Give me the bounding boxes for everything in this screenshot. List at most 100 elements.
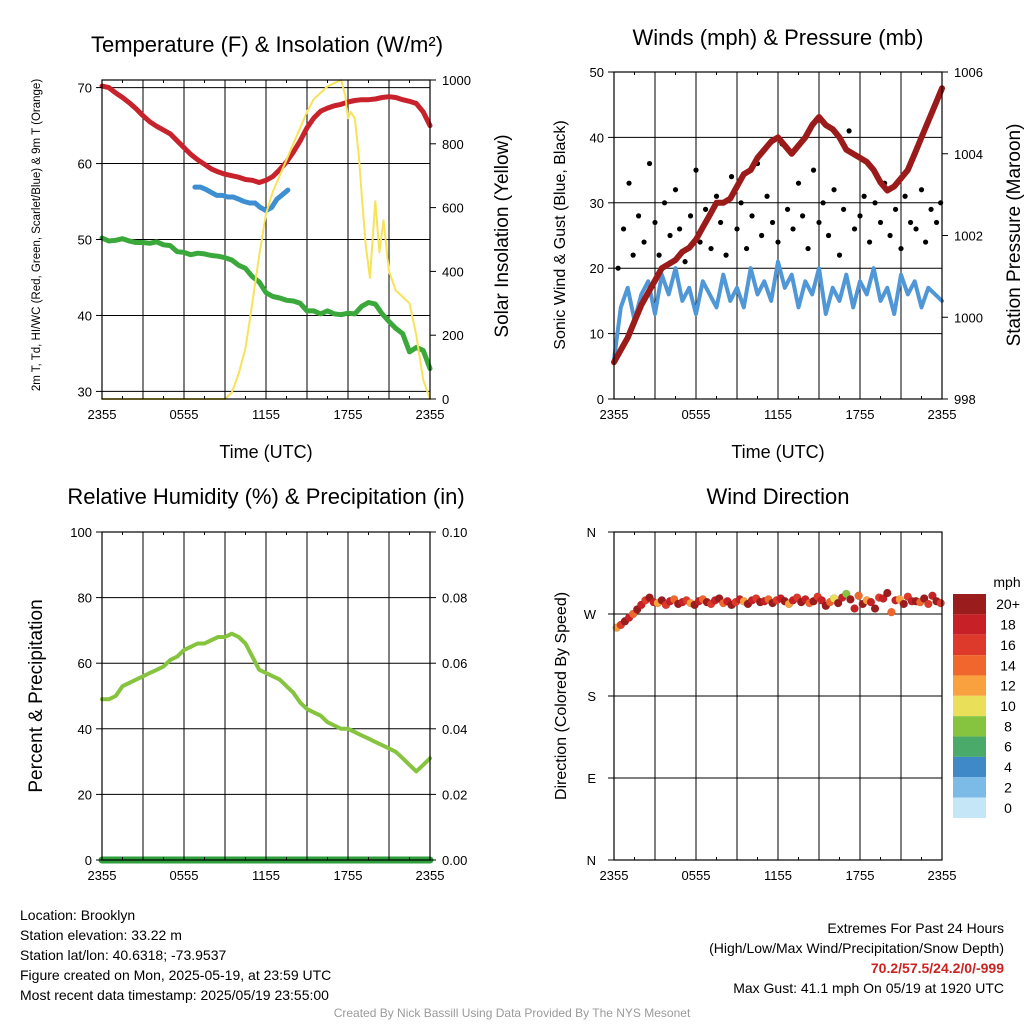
- y-tick-label: 1002: [954, 229, 983, 244]
- extremes-title: Extremes For Past 24 Hours: [827, 920, 1004, 936]
- wind-gust-point: [795, 180, 802, 186]
- x-tick-label: 2355: [600, 407, 629, 422]
- wind-gust-point: [907, 219, 914, 226]
- wind-gust-point: [693, 167, 699, 173]
- created-text: Figure created on Mon, 2025-05-19, at 23…: [20, 967, 332, 983]
- y-tick-label: 200: [442, 328, 464, 343]
- wind-gust-point: [866, 239, 873, 245]
- y-tick-label: 400: [442, 264, 464, 279]
- x-tick-label: 0555: [170, 407, 199, 422]
- wind-direction-point: [899, 599, 908, 609]
- colorbar-label: 18: [1000, 617, 1016, 633]
- colorbar-swatch: [953, 634, 986, 656]
- plot-frame: [101, 531, 431, 861]
- wind-gust-point: [656, 252, 662, 258]
- wind-gust-point: [851, 226, 858, 232]
- colorbar-label: 14: [1000, 657, 1016, 673]
- wind-direction-point: [887, 607, 896, 617]
- y-tick-label: 20: [590, 261, 604, 276]
- x-tick-label: 1755: [334, 407, 363, 422]
- wind-gust-point: [615, 265, 621, 271]
- max-gust-text: Max Gust: 41.1 mph On 05/19 at 1920 UTC: [733, 980, 1004, 996]
- temperature-x-label: Time (UTC): [219, 442, 312, 462]
- winds-pressure-panel: Winds (mph) & Pressure (mb) 2355 0555 1155…: [552, 25, 1024, 462]
- wind-gust-point: [923, 239, 929, 245]
- speed-colorbar: 20+ 18 16 14 12 10 8 6 4 2 0: [953, 594, 1020, 818]
- dewpoint-series-line: [99, 235, 433, 372]
- wind-gust-point: [672, 187, 679, 193]
- wind-gust-point: [902, 193, 908, 199]
- x-tick-label: 2355: [928, 407, 957, 422]
- wind-gust-point: [620, 226, 627, 232]
- colorbar-label: 2: [1004, 779, 1012, 795]
- x-tick-label: 1155: [764, 868, 792, 883]
- y-tick-label: 0.04: [442, 722, 467, 737]
- wind-gust-point: [687, 213, 694, 219]
- x-tick-label: 2355: [928, 868, 957, 883]
- extremes-values: 70.2/57.5/24.2/0/-999: [870, 960, 1004, 976]
- colorbar-swatch: [953, 695, 986, 717]
- pressure-series-line: [611, 85, 945, 366]
- heat_index_wind_chill-series-line: [192, 184, 291, 214]
- x-tick-label: 2355: [600, 868, 629, 883]
- wind-gust-point: [784, 206, 791, 212]
- y-tick-label: 0.00: [442, 853, 467, 868]
- wind-direction-chart-title: Wind Direction: [706, 484, 849, 509]
- y-tick-label: 0: [442, 392, 449, 407]
- wind-gust-point: [636, 213, 642, 219]
- winds-chart-title: Winds (mph) & Pressure (mb): [633, 25, 924, 50]
- y-tick-label: 40: [78, 722, 92, 737]
- wind-gust-point: [749, 213, 755, 219]
- wind-direction-panel: Wind Direction 2355 0555 1155 1755 2355 N W S E N…: [553, 484, 1021, 883]
- wind-direction-point: [846, 595, 855, 604]
- colorbar-swatch: [953, 756, 986, 778]
- temperature-insolation-panel: Temperature (F) & Insolation (W/m²) 2355…: [31, 32, 513, 462]
- wind-gust-point: [682, 259, 688, 265]
- x-tick-label: 0555: [682, 868, 711, 883]
- wind-direction-point: [936, 598, 945, 608]
- relative_humidity-series-line: [100, 631, 432, 774]
- plot-frame: [613, 531, 943, 861]
- y-tick-label: 40: [78, 308, 92, 323]
- wind-direction-point: [878, 594, 888, 603]
- credit-line: Created By Nick Bassill Using Data Provi…: [333, 1006, 691, 1020]
- wind-gust-point: [743, 245, 750, 252]
- insolation-y-label: Solar Insolation (Yellow): [492, 134, 513, 337]
- y-tick-label: N: [587, 525, 596, 540]
- colorbar-swatch: [953, 797, 986, 818]
- humidity-chart-title: Relative Humidity (%) & Precipitation (i…: [67, 484, 464, 509]
- station-info: Location: Brooklyn Station elevation: 33…: [20, 905, 331, 1005]
- y-tick-label: 40: [590, 130, 604, 145]
- y-tick-label: 0: [85, 853, 92, 868]
- colorbar-swatch: [953, 594, 986, 615]
- wind-gust-point: [728, 174, 735, 180]
- y-tick-label: 1000: [442, 73, 471, 88]
- y-tick-label: 600: [442, 201, 464, 216]
- colorbar-swatch: [953, 716, 986, 737]
- location-text: Location: Brooklyn: [20, 907, 136, 923]
- x-tick-label: 1755: [334, 868, 363, 883]
- y-tick-label: 1004: [954, 147, 983, 162]
- wind-direction-point: [883, 588, 892, 598]
- wind-gust-point: [652, 219, 658, 226]
- y-tick-label: 10: [590, 327, 604, 342]
- wind-gust-point: [738, 200, 744, 206]
- wind-gust-point: [887, 232, 893, 239]
- humidity-precipitation-panel: Relative Humidity (%) & Precipitation (i…: [26, 484, 467, 883]
- temperature-chart-title: Temperature (F) & Insolation (W/m²): [91, 32, 443, 57]
- colorbar-unit-label: mph: [993, 574, 1020, 590]
- wind-gust-point: [697, 239, 703, 245]
- colorbar-label: 16: [1000, 637, 1016, 653]
- wind-gust-point: [805, 245, 811, 252]
- winds-y-label: Sonic Wind & Gust (Blue, Black): [552, 120, 569, 349]
- wind-gust-point: [718, 219, 724, 226]
- wind-gust-point: [790, 226, 796, 232]
- x-tick-label: 0555: [170, 868, 199, 883]
- wind-gust-point: [825, 232, 832, 239]
- wind-gust-point: [646, 160, 653, 167]
- wind-direction-y-label: Direction (Colored By Speed): [553, 592, 570, 800]
- humidity-y-label: Percent & Precipitation: [26, 599, 47, 792]
- y-tick-label: 1006: [954, 65, 983, 80]
- x-tick-label: 1155: [252, 407, 280, 422]
- colorbar-swatch: [953, 614, 986, 635]
